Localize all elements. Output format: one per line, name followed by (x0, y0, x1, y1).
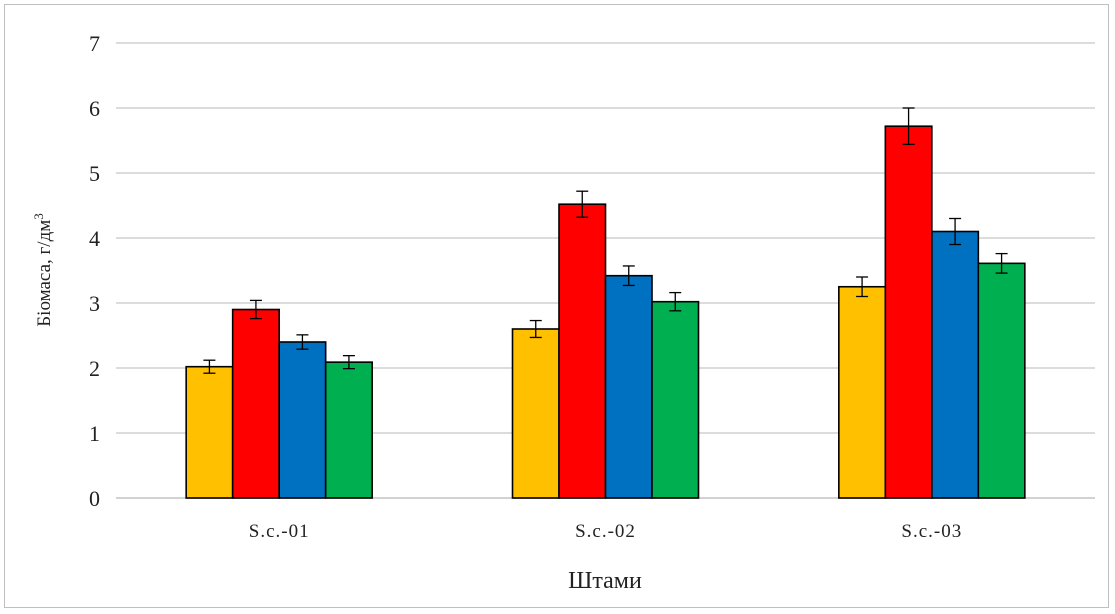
error-bar (995, 252, 1008, 274)
x-category-label: S.c.-03 (901, 521, 962, 542)
y-tick-label: 7 (89, 31, 100, 56)
bar (931, 230, 980, 499)
bar (231, 308, 280, 499)
error-bar (576, 190, 589, 218)
bar (558, 203, 607, 499)
y-tick-label: 4 (89, 226, 100, 251)
y-axis-title-text: Біомаса, г/дм (34, 220, 55, 327)
bar (324, 361, 373, 499)
x-axis-title: Штами (568, 568, 642, 594)
bar (511, 328, 560, 499)
error-bar (249, 299, 262, 320)
error-bar (622, 265, 635, 287)
error-bar (342, 354, 355, 370)
error-bar (529, 319, 542, 339)
y-tick-label: 0 (89, 486, 100, 511)
bar (977, 262, 1026, 499)
y-tick-label: 3 (89, 291, 100, 316)
y-axis-title: Біомаса, г/дм3 (31, 213, 56, 327)
bar (884, 125, 933, 499)
error-bar (296, 334, 309, 350)
bar (185, 365, 234, 499)
error-bar (949, 217, 962, 246)
bars (185, 125, 1026, 499)
error-bars (203, 107, 1008, 374)
bar (604, 274, 653, 499)
y-tick-label: 5 (89, 161, 100, 186)
error-bar (669, 291, 682, 312)
y-tick-label: 6 (89, 96, 100, 121)
y-axis-title-superscript: 3 (31, 213, 46, 220)
y-tick-label: 2 (89, 356, 100, 381)
x-category-label: S.c.-01 (249, 521, 310, 542)
x-category-labels: S.c.-01 S.c.-02 S.c.-03 (249, 521, 962, 542)
x-category-label: S.c.-02 (575, 521, 636, 542)
y-tick-labels: 0 1 2 3 4 5 6 7 (89, 31, 100, 511)
error-bar (856, 276, 869, 298)
error-bar (902, 107, 915, 146)
bar (651, 300, 700, 499)
y-tick-label: 1 (89, 421, 100, 446)
error-bar (203, 359, 216, 374)
bar (278, 341, 327, 499)
bar (838, 285, 887, 499)
